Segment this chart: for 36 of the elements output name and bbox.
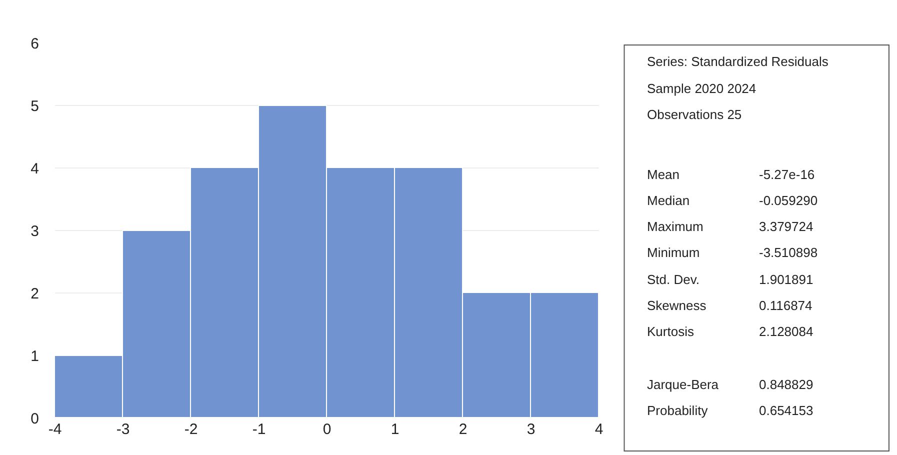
text: -3.510898: [759, 245, 818, 260]
text: Std. Dev.: [647, 272, 700, 287]
text: Kurtosis: [647, 324, 694, 339]
text: -0.059290: [759, 193, 818, 208]
text: Series: Standardized Residuals: [647, 54, 829, 69]
x-tick-label: 0: [322, 421, 332, 438]
text: 3.379724: [759, 219, 814, 234]
text: Sample 2020 2024: [647, 81, 756, 96]
text: Observations 25: [647, 107, 742, 122]
x-tick-label: -1: [252, 421, 266, 438]
y-tick-label: 2: [30, 285, 39, 302]
x-tick-label: 3: [526, 421, 536, 438]
text: 0.654153: [759, 403, 814, 418]
y-tick-label: 6: [30, 35, 39, 52]
x-tick-label: 1: [390, 421, 400, 438]
x-tick-label: -4: [48, 421, 62, 438]
text: 2.128084: [759, 324, 814, 339]
y-tick-label: 1: [30, 348, 39, 365]
x-tick-label: -3: [116, 421, 130, 438]
text: Median: [647, 193, 690, 208]
text: Minimum: [647, 245, 700, 260]
text: 0.848829: [759, 377, 814, 392]
text: Jarque-Bera: [647, 377, 720, 392]
text: Probability: [647, 403, 708, 418]
y-tick-label: 5: [30, 98, 39, 115]
x-tick-label: 4: [594, 421, 604, 438]
y-tick-label: 4: [30, 160, 39, 178]
text: Mean: [647, 167, 680, 182]
x-tick-label: -2: [184, 421, 198, 438]
text: -5.27e-16: [759, 167, 815, 182]
text: Skewness: [647, 298, 707, 313]
y-tick-label: 3: [30, 222, 39, 240]
x-tick-label: 2: [458, 421, 468, 438]
text: 0.116874: [759, 298, 812, 313]
text: Maximum: [647, 219, 704, 234]
text: 1.901891: [759, 272, 814, 287]
